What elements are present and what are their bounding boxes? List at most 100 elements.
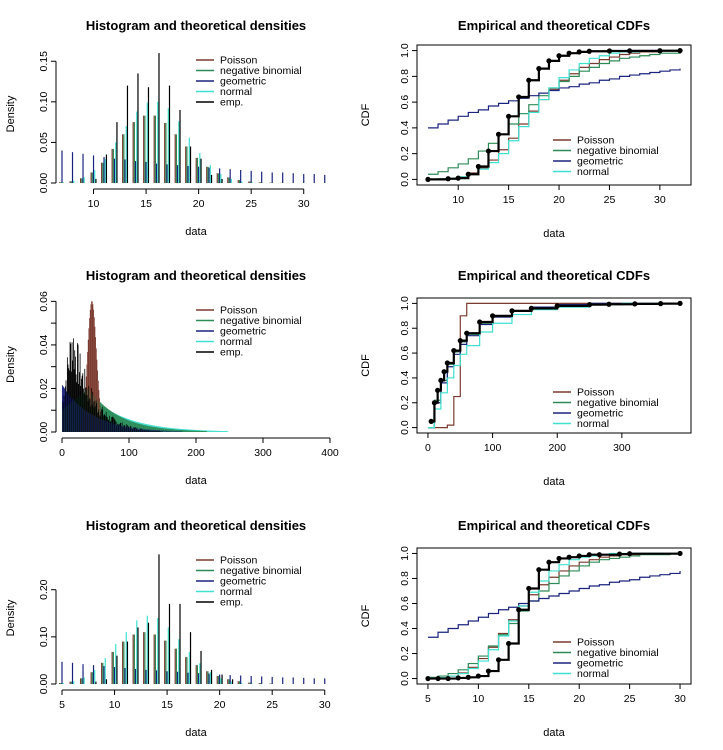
y-tick-label: 0.04 — [38, 335, 50, 356]
empirical-point — [657, 48, 663, 54]
empirical-point — [566, 554, 572, 560]
empirical-point — [536, 66, 542, 72]
cdf-line — [427, 570, 681, 638]
empirical-point — [435, 387, 441, 393]
empirical-point — [435, 675, 441, 682]
empirical-point — [554, 303, 560, 309]
legend-label: normal — [577, 668, 609, 680]
y-axis-label: Density — [5, 95, 17, 132]
y-tick-label: 0.4 — [399, 370, 411, 385]
legend-label: geometric — [220, 326, 266, 338]
x-tick-label: 15 — [503, 194, 515, 206]
y-tick-label: 0.00 — [38, 674, 50, 695]
empirical-point — [425, 675, 431, 682]
chart-title: Histogram and theoretical densities — [86, 268, 306, 283]
legend-label: negative binomial — [220, 315, 302, 327]
x-tick-label: 30 — [674, 693, 686, 705]
empirical-point — [464, 330, 470, 336]
x-tick-label: 10 — [452, 194, 464, 206]
empirical-point — [677, 550, 683, 557]
x-axis-label: data — [185, 727, 207, 739]
x-tick-label: 5 — [59, 699, 65, 711]
legend-label: geometric — [577, 658, 623, 670]
cdf-line — [427, 50, 681, 180]
chart-title: Empirical and theoretical CDFs — [458, 18, 650, 33]
empirical-point — [506, 113, 512, 119]
x-tick-label: 15 — [523, 693, 535, 705]
empirical-point — [489, 313, 496, 319]
y-tick-label: 0.10 — [38, 91, 50, 112]
y-tick-label: 0.00 — [38, 173, 50, 194]
x-tick-label: 100 — [120, 447, 138, 459]
empirical-point — [485, 148, 492, 154]
y-tick-label: 1.0 — [399, 43, 411, 58]
empirical-point — [441, 369, 447, 375]
y-tick-label: 0.2 — [399, 146, 411, 161]
empirical-point — [438, 377, 444, 384]
x-tick-label: 20 — [193, 198, 205, 210]
x-tick-label: 200 — [187, 447, 205, 459]
empirical-point — [516, 94, 522, 100]
empirical-point — [509, 308, 515, 314]
y-axis-label: Density — [5, 346, 17, 383]
legend-label: emp. — [220, 347, 243, 359]
cdf-line — [427, 552, 681, 679]
legend-label: geometric — [220, 576, 266, 588]
legend-label: negative binomial — [220, 565, 302, 577]
y-tick-label: 0.4 — [399, 120, 411, 135]
x-tick-label: 20 — [553, 194, 565, 206]
x-axis-label: data — [543, 476, 565, 488]
empirical-point — [627, 48, 633, 54]
empirical-cdf-line — [427, 552, 682, 680]
chart-panel-4: Empirical and theoretical CDFs data CDF 0 10… — [360, 268, 692, 488]
legend-label: emp. — [220, 97, 243, 109]
empirical-point — [586, 552, 592, 558]
y-tick-label: 0.02 — [38, 378, 50, 399]
y-tick-label: 0.2 — [399, 395, 411, 410]
y-tick-label: 0.00 — [38, 422, 50, 443]
x-tick-label: 0 — [425, 442, 431, 454]
y-axis-label: Density — [5, 599, 17, 636]
empirical-point — [546, 58, 552, 64]
empirical-point — [428, 418, 434, 424]
x-tick-label: 200 — [548, 442, 566, 454]
empirical-point — [528, 305, 534, 311]
legend-label: negative binomial — [577, 145, 659, 157]
empirical-point — [495, 657, 502, 663]
x-tick-label: 25 — [266, 699, 278, 711]
empirical-point — [586, 302, 593, 308]
legend-label: normal — [220, 86, 252, 98]
empirical-point — [596, 552, 602, 558]
cdf-line — [427, 50, 681, 180]
empirical-point — [627, 551, 633, 557]
empirical-point — [556, 53, 562, 59]
x-tick-label: 15 — [161, 699, 173, 711]
empirical-point — [546, 559, 552, 565]
x-tick-label: 20 — [573, 693, 585, 705]
x-tick-label: 30 — [654, 194, 666, 206]
x-tick-label: 0 — [59, 447, 65, 459]
y-tick-label: 1.0 — [399, 296, 411, 311]
x-tick-label: 400 — [321, 447, 339, 459]
empirical-point — [457, 338, 463, 344]
chart-panel-5: Histogram and theoretical densities data D… — [5, 518, 331, 739]
x-tick-label: 100 — [484, 442, 502, 454]
empirical-point — [516, 607, 522, 613]
y-tick-label: 0.06 — [38, 291, 50, 312]
legend-label: negative binomial — [577, 397, 659, 409]
legend-label: Poisson — [577, 637, 615, 649]
legend-label: geometric — [577, 156, 623, 168]
empirical-point — [431, 400, 438, 406]
empirical-point — [526, 585, 532, 592]
empirical-cdf-line — [427, 49, 682, 181]
legend-label: Poisson — [220, 55, 258, 67]
x-axis-label: data — [185, 475, 207, 487]
legend-label: Poisson — [220, 555, 258, 567]
empirical-point — [658, 301, 664, 307]
empirical-point — [477, 319, 483, 325]
chart-panel-3: Histogram and theoretical densities data D… — [5, 268, 339, 487]
empirical-point — [451, 347, 457, 354]
empirical-point — [485, 668, 492, 674]
legend-label: normal — [577, 418, 609, 430]
chart-title: Empirical and theoretical CDFs — [458, 518, 650, 533]
